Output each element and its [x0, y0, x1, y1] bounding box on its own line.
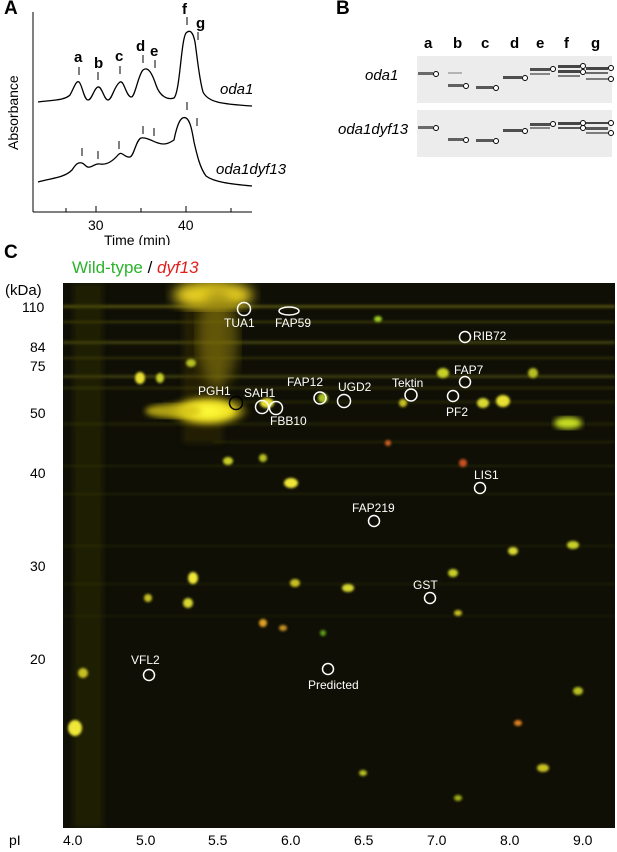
- 2d-gel-image: TUA1 FAP59 RIB72 FAP7 PGH1 SAH1 FBB10 FA…: [63, 283, 615, 828]
- svg-text:b: b: [453, 35, 462, 52]
- svg-text:e: e: [536, 35, 544, 52]
- spot-pf2-circle: [446, 389, 460, 403]
- spot-fbb10-circle: [268, 400, 284, 416]
- gel-spots: [68, 316, 583, 801]
- spot-fap7-circle: [458, 375, 472, 389]
- y-tick-20: 20: [30, 651, 46, 667]
- x-tick-6-0: 6.0: [281, 832, 301, 848]
- spot-fap219-circle: [367, 514, 381, 528]
- peak-label-d: d: [136, 38, 145, 55]
- spot-label-fap7: FAP7: [454, 363, 484, 377]
- gel-strip-oda1dyf13: [417, 110, 612, 157]
- x-tick-4-0: 4.0: [63, 832, 83, 848]
- panel-b-letter: B: [336, 0, 350, 19]
- spot-label-tua1: TUA1: [224, 316, 255, 330]
- x-tick-6-5: 6.5: [354, 832, 374, 848]
- trace-label-oda1dyf13: oda1dyf13: [216, 161, 287, 178]
- spot-fap12-circle: [313, 391, 327, 405]
- row-label-oda1dyf13: oda1dyf13: [338, 121, 409, 138]
- spot-tua1-circle: [236, 301, 252, 317]
- row-label-oda1: oda1: [365, 67, 398, 84]
- spot-label-pf2: PF2: [446, 405, 468, 419]
- spot-label-rib72: RIB72: [473, 329, 507, 343]
- x-axis-title: Time (min): [104, 232, 170, 245]
- spot-ugd2-circle: [336, 393, 352, 409]
- y-axis-title: Absorbance: [5, 75, 21, 150]
- x-tick-8-0: 8.0: [500, 832, 520, 848]
- spot-pgh1-circle: [228, 395, 244, 411]
- legend-wild-type: Wild-type: [72, 258, 143, 277]
- peak-label-a: a: [74, 49, 83, 66]
- pi-axis-label: pI: [9, 832, 21, 848]
- svg-text:d: d: [510, 35, 519, 52]
- spot-label-pgh1: PGH1: [198, 384, 231, 398]
- peak-ticks-oda1dyf13: [81, 102, 198, 159]
- spot-gst-circle: [423, 591, 437, 605]
- panel-a-chromatogram: a b c d e f g oda1 oda1dyf13 30 40 Time …: [5, 1, 287, 245]
- spot-circles: [142, 301, 487, 682]
- x-tick-5-0: 5.0: [136, 832, 156, 848]
- y-tick-40: 40: [30, 465, 46, 481]
- peak-label-e: e: [150, 43, 158, 60]
- spot-sah1-circle: [254, 399, 270, 415]
- spot-label-tektin: Tektin: [392, 376, 423, 390]
- spot-rib72-circle: [458, 330, 472, 344]
- panel-a-letter: A: [4, 0, 18, 19]
- y-tick-30: 30: [30, 558, 46, 574]
- spot-label-fap12: FAP12: [287, 375, 323, 389]
- spot-label-fbb10: FBB10: [270, 414, 307, 428]
- x-tick-7-0: 7.0: [427, 832, 447, 848]
- x-tick-label-30: 30: [88, 217, 104, 233]
- spot-label-gst: GST: [413, 578, 438, 592]
- legend: Wild-type / dyf13: [72, 258, 199, 278]
- trace-label-oda1: oda1: [220, 81, 253, 98]
- spot-label-lis1: LIS1: [474, 468, 499, 482]
- band-markers: [433, 63, 614, 144]
- gel-streaks: [63, 305, 615, 617]
- spot-tektin-circle: [404, 388, 418, 402]
- spot-fap59-circle: [278, 306, 300, 316]
- y-tick-84: 84: [30, 339, 46, 355]
- peak-label-g: g: [196, 15, 205, 32]
- peak-label-b: b: [94, 55, 103, 72]
- legend-dyf13: dyf13: [157, 258, 199, 277]
- legend-separator: /: [142, 258, 158, 277]
- spot-label-ugd2: UGD2: [338, 380, 372, 394]
- x-tick-label-40: 40: [178, 217, 194, 233]
- x-tick-9-0: 9.0: [573, 832, 593, 848]
- peak-label-f: f: [182, 1, 188, 18]
- svg-text:c: c: [481, 35, 489, 52]
- spot-labels: TUA1 FAP59 RIB72 FAP7 PGH1 SAH1 FBB10 FA…: [131, 316, 507, 692]
- y-tick-110: 110: [22, 299, 45, 315]
- trace-oda1: [37, 30, 253, 107]
- kda-unit-label: (kDa): [5, 282, 42, 299]
- panel-c-letter: C: [4, 242, 18, 263]
- lane-labels: a b c d e f g: [424, 35, 600, 52]
- spot-label-sah1: SAH1: [244, 386, 276, 400]
- gel-bands: [418, 65, 608, 142]
- spot-label-predicted: Predicted: [308, 678, 359, 692]
- peak-ticks-oda1: [78, 17, 199, 80]
- spot-predicted-circle: [321, 662, 335, 676]
- gel-strip-oda1: [417, 56, 612, 103]
- svg-text:g: g: [591, 35, 600, 52]
- panel-b-gels: a b c d e f g oda1 oda1dyf13: [338, 35, 614, 157]
- peak-label-c: c: [115, 48, 123, 65]
- svg-text:a: a: [424, 35, 433, 52]
- spot-label-fap59: FAP59: [275, 316, 311, 330]
- svg-text:f: f: [564, 35, 570, 52]
- spot-label-vfl2: VFL2: [131, 653, 160, 667]
- y-tick-75: 75: [30, 358, 46, 374]
- y-tick-50: 50: [30, 405, 46, 421]
- x-tick-5-5: 5.5: [208, 832, 228, 848]
- trace-oda1dyf13: [37, 116, 253, 187]
- spot-lis1-circle: [473, 481, 487, 495]
- spot-vfl2-circle: [142, 668, 156, 682]
- spot-label-fap219: FAP219: [352, 501, 395, 515]
